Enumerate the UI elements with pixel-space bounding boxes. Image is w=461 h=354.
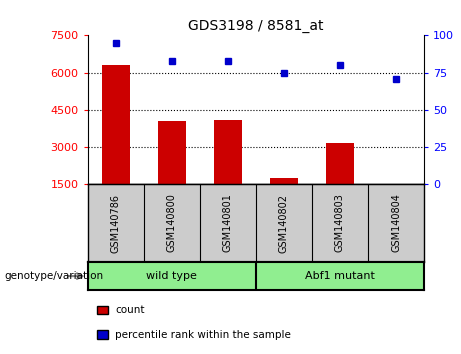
Bar [101,65,130,184]
Text: Abf1 mutant: Abf1 mutant [305,271,375,281]
Text: GSM140801: GSM140801 [223,194,233,252]
Text: GSM140803: GSM140803 [335,194,345,252]
Bar [158,121,186,184]
Text: GSM140786: GSM140786 [111,194,121,252]
Text: genotype/variation: genotype/variation [5,271,104,281]
Bar [382,184,410,216]
Title: GDS3198 / 8581_at: GDS3198 / 8581_at [188,19,324,33]
Text: GSM140802: GSM140802 [279,194,289,252]
Text: GSM140800: GSM140800 [167,194,177,252]
Bar [214,120,242,184]
Text: percentile rank within the sample: percentile rank within the sample [115,330,291,339]
Text: GSM140804: GSM140804 [391,194,401,252]
Text: wild type: wild type [146,271,197,281]
Text: count: count [115,305,145,315]
Bar [326,143,354,184]
Bar [270,178,298,184]
